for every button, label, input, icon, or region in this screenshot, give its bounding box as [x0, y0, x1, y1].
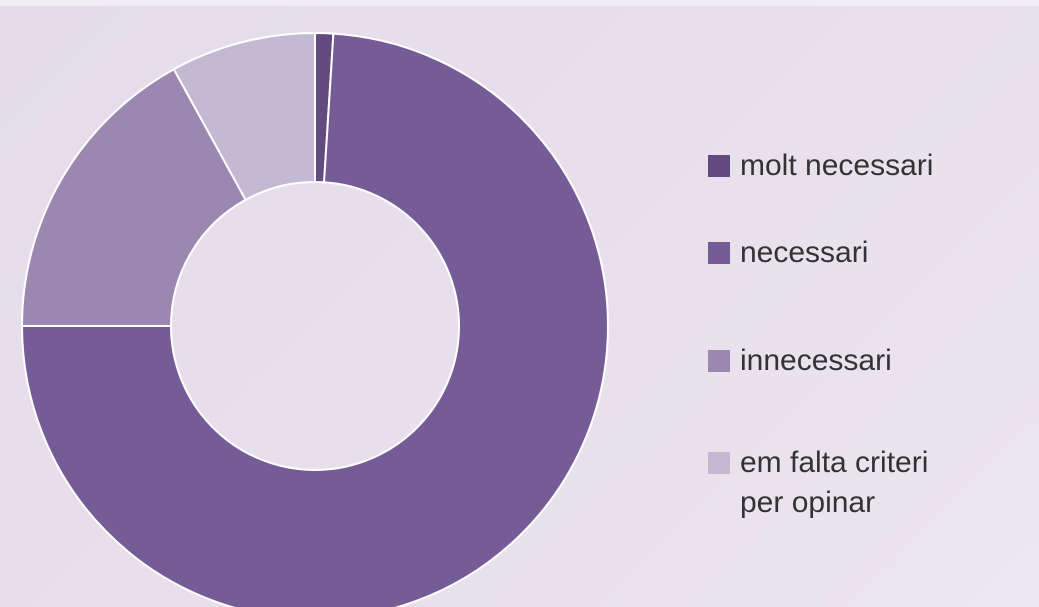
legend-item: necessari [708, 233, 868, 273]
legend-swatch [708, 452, 730, 474]
legend-label: molt necessari [740, 149, 934, 182]
legend-swatch [708, 242, 730, 264]
donut-slice [172, 31, 316, 202]
legend-swatch [708, 155, 730, 177]
donut-slice [20, 32, 609, 607]
legend-label: necessari [740, 236, 869, 269]
legend-item: innecessari [708, 341, 892, 381]
legend-item: molt necessari [708, 146, 933, 186]
donut-slice [20, 67, 247, 327]
legend-label: em falta criteri per opinar [740, 446, 929, 519]
legend-label: innecessari [740, 344, 892, 377]
legend-item: em falta criteri per opinar [708, 443, 980, 523]
legend-swatch [708, 350, 730, 372]
